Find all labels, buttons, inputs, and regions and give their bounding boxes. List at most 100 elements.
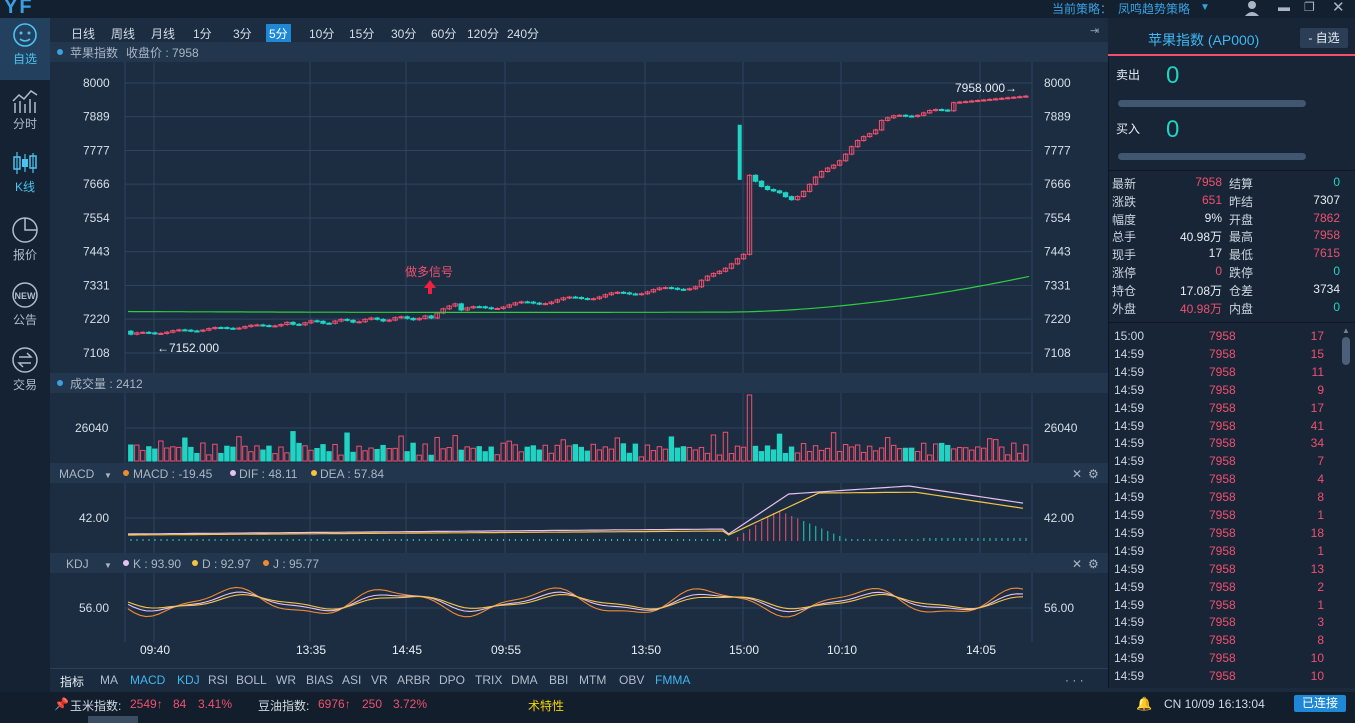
volume-bar (993, 439, 999, 462)
period-10[interactable]: 120分 (467, 27, 500, 41)
period-0[interactable]: 日线 (71, 27, 96, 41)
tick-price: 7958 (1209, 490, 1236, 505)
candle-body (284, 321, 290, 326)
volume-bar (272, 453, 278, 462)
dea-value: DEA : 57.84 (320, 467, 384, 481)
bell-icon[interactable]: 🔔 (1136, 696, 1153, 711)
period-2[interactable]: 月线 (151, 27, 176, 41)
indicator-tab-13[interactable]: DMA (511, 673, 538, 687)
sidebar-item-1[interactable]: 分时 (0, 83, 50, 145)
indicator-tab-4[interactable]: RSI (208, 673, 229, 687)
indicator-tab-2[interactable]: MACD (130, 673, 166, 687)
dif-dot (230, 470, 236, 476)
user-icon[interactable] (1244, 0, 1260, 16)
indicator-tab-12[interactable]: TRIX (475, 673, 503, 687)
volume-bar (626, 452, 633, 462)
tick-scrollbar[interactable] (1342, 337, 1350, 365)
volume-bar (878, 447, 885, 462)
candle-body (548, 301, 554, 305)
sidebar-item-0[interactable]: 自选 (0, 18, 50, 80)
period-3[interactable]: 1分 (193, 27, 212, 41)
volume-bar (128, 444, 134, 462)
indicator-tab-17[interactable]: FMMA (655, 673, 691, 687)
period-8[interactable]: 30分 (391, 27, 417, 41)
indicator-tab-15[interactable]: MTM (579, 673, 607, 687)
indicator-tab-14[interactable]: BBI (549, 673, 569, 687)
volume-bar (866, 445, 873, 462)
candle-body (957, 101, 963, 104)
candle-body (987, 98, 993, 101)
tick-price: 7958 (1209, 329, 1236, 343)
period-11[interactable]: 240分 (507, 27, 540, 41)
sidebar-item-5[interactable]: 交易 (0, 342, 50, 404)
sidebar-item-4[interactable]: NEW 公告 (0, 277, 50, 339)
pin-icon[interactable]: 📌 (54, 697, 69, 711)
indicator-tab-9[interactable]: VR (371, 673, 388, 687)
volume-bar (326, 451, 332, 462)
kline-chart[interactable]: 苹果指数 收盘价 : 7958 8000 8000 7889 7889 7777 7777 76… (50, 42, 1108, 668)
indicator-tab-6[interactable]: WR (276, 673, 296, 687)
volume-bar (614, 437, 621, 462)
sidebar-item-3[interactable]: 报价 (0, 212, 50, 274)
indicator-tab-16[interactable]: OBV (619, 673, 645, 687)
close-icon[interactable]: ✕ (1072, 557, 1082, 571)
close-icon[interactable]: ✕ (1072, 467, 1082, 481)
period-9[interactable]: 60分 (431, 27, 457, 41)
strategy-dropdown[interactable]: 凤鸣趋势策略 (1118, 2, 1191, 16)
candle-body (134, 332, 140, 335)
minimize-icon[interactable]: ▬ (1278, 0, 1290, 14)
sidebar-item-2[interactable]: K线 (0, 146, 50, 208)
candle-body (518, 301, 524, 304)
volume-bar (975, 446, 981, 462)
stat-label: 结算 (1229, 177, 1254, 191)
indicator-tab-0[interactable]: 指标 (60, 675, 85, 689)
indicator-tab-3[interactable]: KDJ (177, 673, 200, 687)
restore-icon[interactable]: ❐ (1304, 0, 1315, 14)
tick-row: 14:59 7958 34 (1114, 436, 1324, 454)
tick-row: 14:59 7958 17 (1114, 401, 1324, 419)
indicator-tab-11[interactable]: DPO (439, 673, 466, 687)
indicator-tab-8[interactable]: ASI (342, 673, 362, 687)
candle-body (296, 323, 302, 326)
volume-bar (512, 444, 518, 462)
collapse-icon[interactable]: ⇥ (1090, 25, 1100, 37)
y-tick-right: 8000 (1044, 76, 1071, 90)
candle-body (686, 288, 693, 291)
volume-bar (668, 436, 675, 462)
indicator-tab-7[interactable]: BIAS (306, 673, 334, 687)
volume-bar (200, 442, 206, 462)
volume-bar (590, 443, 597, 462)
candle-body (242, 326, 248, 329)
period-1[interactable]: 周线 (111, 27, 136, 41)
period-7[interactable]: 15分 (349, 27, 375, 41)
period-4[interactable]: 3分 (233, 27, 252, 41)
volume-bar (230, 446, 236, 462)
tick-price: 7958 (1209, 597, 1236, 612)
period-6[interactable]: 10分 (309, 27, 335, 41)
period-5[interactable]: 5分 (266, 24, 291, 43)
indicator-tab-1[interactable]: MA (100, 673, 118, 687)
candle-body (939, 109, 945, 112)
tick-row: 14:59 7958 1 (1114, 544, 1324, 562)
tick-time: 14:59 (1114, 400, 1145, 415)
gear-icon[interactable]: ⚙ (1088, 557, 1099, 571)
indicator-tab-10[interactable]: ARBR (397, 673, 431, 687)
volume-bar (680, 446, 687, 462)
watchlist-button[interactable]: - 自选 (1300, 28, 1348, 48)
candle-body (560, 297, 566, 301)
candle-body (824, 167, 831, 173)
volume-bar (290, 431, 296, 462)
candle-body (512, 302, 518, 306)
chevron-down-icon[interactable]: ▼ (1200, 2, 1210, 13)
gear-icon[interactable]: ⚙ (1088, 467, 1099, 481)
candle-body (638, 293, 645, 296)
scroll-up-icon[interactable]: ▲ (1342, 326, 1350, 335)
close-icon[interactable]: ✕ (1332, 0, 1345, 16)
bottom-scrollbar[interactable] (88, 716, 138, 723)
indicator-tab-5[interactable]: BOLL (236, 673, 267, 687)
buy-value: 0 (1166, 116, 1180, 143)
tick-volume: 13 (1310, 561, 1324, 576)
volume-bar (158, 440, 164, 462)
volume-bar (464, 446, 470, 462)
more-icon[interactable]: · · · (1065, 673, 1084, 687)
